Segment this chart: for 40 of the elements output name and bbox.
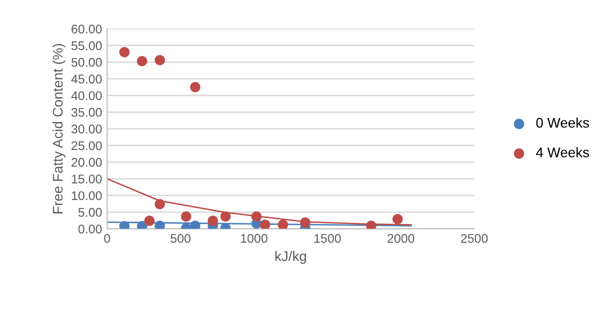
y-tick-label: 0.00 [78,224,102,234]
x-tick-label: 2500 [461,234,488,243]
point [208,216,218,226]
point [180,211,192,222]
y-tick-label: 60.00 [72,24,102,34]
y-tick-label: 25.00 [72,141,102,150]
x-axis-title: kJ/kg [275,250,306,264]
y-tick-label: 40.00 [71,91,102,100]
y-tick-label: 10.00 [72,191,102,200]
point [392,214,403,224]
y-tick-label: 50.00 [71,58,102,67]
y-axis-title: Free Fatty Acid Content (%) [52,44,66,214]
y-tick-label: 45.00 [71,74,102,84]
point [300,217,310,228]
y-tick-label: 35.00 [71,108,102,117]
point [366,220,376,229]
x-tick-label: 2000 [388,234,414,243]
point [119,46,130,58]
point [136,56,148,66]
x-tick-label: 1000 [241,234,268,243]
point [190,82,200,92]
x-tick-label: 0 [104,234,110,243]
point [220,211,231,222]
point [154,54,165,66]
point [260,220,270,229]
x-tick-label: 500 [170,234,190,243]
y-tick-label: 20.00 [72,158,102,167]
y-tick-label: 30.00 [71,124,102,134]
y-tick-label: 5.00 [78,208,102,217]
point [278,220,288,229]
legend-label: 4 Weeks [536,147,589,158]
point [154,198,165,210]
point [190,220,200,229]
point [154,220,165,229]
y-tick-label: 15.00 [72,174,102,184]
y-tick-label: 55.00 [71,41,102,50]
point [144,216,155,226]
point [251,211,262,222]
legend-label: 0 Weeks [536,118,589,128]
x-tick-label: 1500 [314,234,341,243]
